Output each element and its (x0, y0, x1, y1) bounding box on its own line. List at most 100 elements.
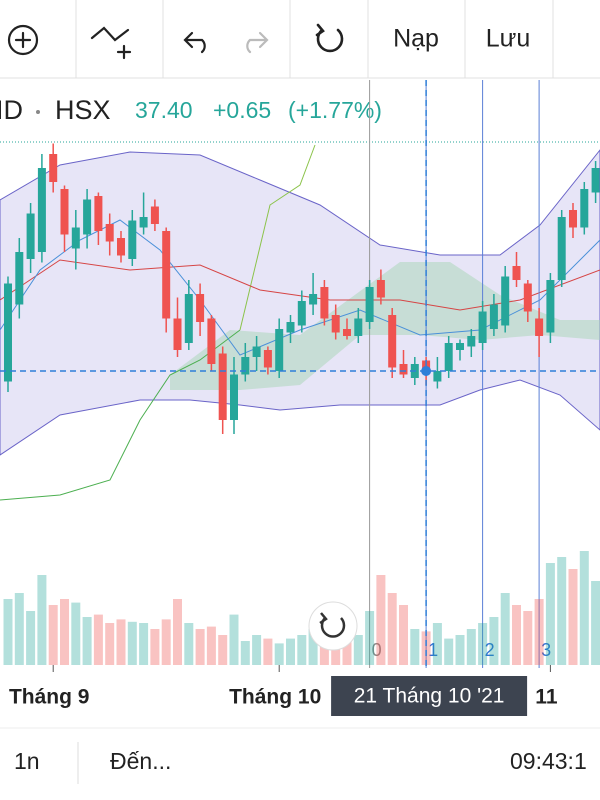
goto-button[interactable]: Đến... (110, 748, 171, 774)
candle-body (83, 199, 92, 235)
candle-body (456, 343, 464, 350)
volume-bar (252, 635, 262, 665)
volume-bar (184, 623, 194, 665)
volume-bar (500, 593, 510, 665)
volume-bar (139, 623, 149, 665)
volume-bar (342, 638, 352, 665)
candle-body (546, 280, 555, 333)
candle-body (399, 364, 408, 375)
save-button[interactable]: Lưu (486, 25, 531, 53)
candle-body (354, 318, 363, 336)
volume-bar (455, 635, 465, 665)
candle-body (184, 294, 193, 343)
volume-bar (82, 617, 92, 665)
marker-label: 3 (541, 640, 551, 660)
candle-body (309, 294, 318, 305)
x-tick-label: 11 (535, 686, 558, 709)
volume-bar (297, 635, 307, 665)
reset-button[interactable] (315, 23, 344, 53)
candle-body (49, 154, 58, 182)
candle-body (117, 238, 125, 256)
toolbar (0, 0, 600, 79)
volume-bar (105, 623, 115, 665)
candle-body (37, 168, 46, 252)
candle-body (263, 350, 272, 368)
volume-bar (263, 638, 273, 665)
marker-label: 2 (485, 640, 495, 660)
interval-button[interactable]: 1n (14, 748, 40, 774)
indicator-button[interactable] (90, 26, 132, 60)
candle-body (162, 231, 171, 319)
volume-bar (93, 614, 103, 665)
candle-body (591, 168, 600, 193)
volume-bar (534, 599, 544, 665)
marker-label: 1 (428, 640, 438, 660)
volume-bar (206, 626, 216, 665)
change: +0.65 (213, 97, 271, 123)
volume-bar (195, 629, 205, 665)
candle-body (388, 315, 397, 368)
crosshair-tooltip (331, 676, 528, 716)
candle-body (94, 196, 103, 231)
volume-bar (591, 581, 600, 665)
clock: 09:43:1 (510, 748, 587, 774)
undo-button[interactable] (183, 31, 206, 54)
load-button[interactable]: Nạp (393, 25, 439, 53)
volume-bar (37, 575, 47, 665)
volume-bar (432, 623, 442, 665)
exchange: HSX (55, 95, 111, 125)
dot-separator (36, 110, 40, 114)
candle-body (512, 266, 521, 280)
volume-bar (161, 619, 171, 665)
volume-bar (229, 614, 239, 665)
x-tick-label: Tháng 10 (229, 686, 321, 709)
candle-body (252, 346, 261, 357)
change-pct: (+1.77%) (288, 97, 382, 123)
candle-body (557, 217, 566, 280)
candle-body (150, 206, 159, 224)
candle-body (128, 220, 137, 259)
price: 37.40 (135, 97, 193, 123)
candle-body (275, 329, 284, 371)
volume-bar (444, 638, 454, 665)
candle-body (467, 336, 476, 347)
volume-bar (421, 631, 431, 665)
volume-bar (3, 599, 13, 665)
add-button[interactable] (7, 24, 39, 56)
candle-body (433, 371, 442, 382)
candle-body (105, 224, 114, 242)
volume-bar (478, 623, 488, 665)
candle-body (444, 343, 453, 371)
candle-body (320, 287, 329, 319)
candle-body (501, 276, 510, 326)
volume-bar (523, 611, 533, 665)
candle-body (218, 353, 227, 420)
candle-body (331, 315, 340, 333)
candle-body (580, 189, 589, 228)
volume-bar (60, 599, 69, 665)
reset-chart-button[interactable] (308, 601, 358, 651)
volume-bar (127, 621, 137, 665)
volume-bar (218, 635, 228, 665)
candle-body (478, 311, 487, 343)
candle-body (535, 318, 544, 336)
x-tick-label: Tháng 9 (9, 686, 90, 709)
candle-body (15, 252, 24, 305)
marker-label: 0 (372, 640, 382, 660)
volume-bar (466, 629, 476, 665)
volume-bar (387, 593, 397, 665)
volume-bar (365, 611, 375, 665)
candle-body (230, 374, 238, 420)
candle-body (365, 287, 374, 322)
redo-button[interactable] (246, 31, 269, 54)
volume-bar (71, 602, 81, 665)
candle-body (26, 213, 35, 259)
candle-body (196, 294, 205, 322)
volume-bar (545, 563, 555, 665)
volume-bar (557, 557, 567, 665)
candle-body (523, 283, 532, 312)
volume-bar (410, 629, 420, 665)
volume-bar (308, 629, 318, 665)
volume-bar (150, 629, 160, 665)
candle-body (286, 322, 295, 333)
